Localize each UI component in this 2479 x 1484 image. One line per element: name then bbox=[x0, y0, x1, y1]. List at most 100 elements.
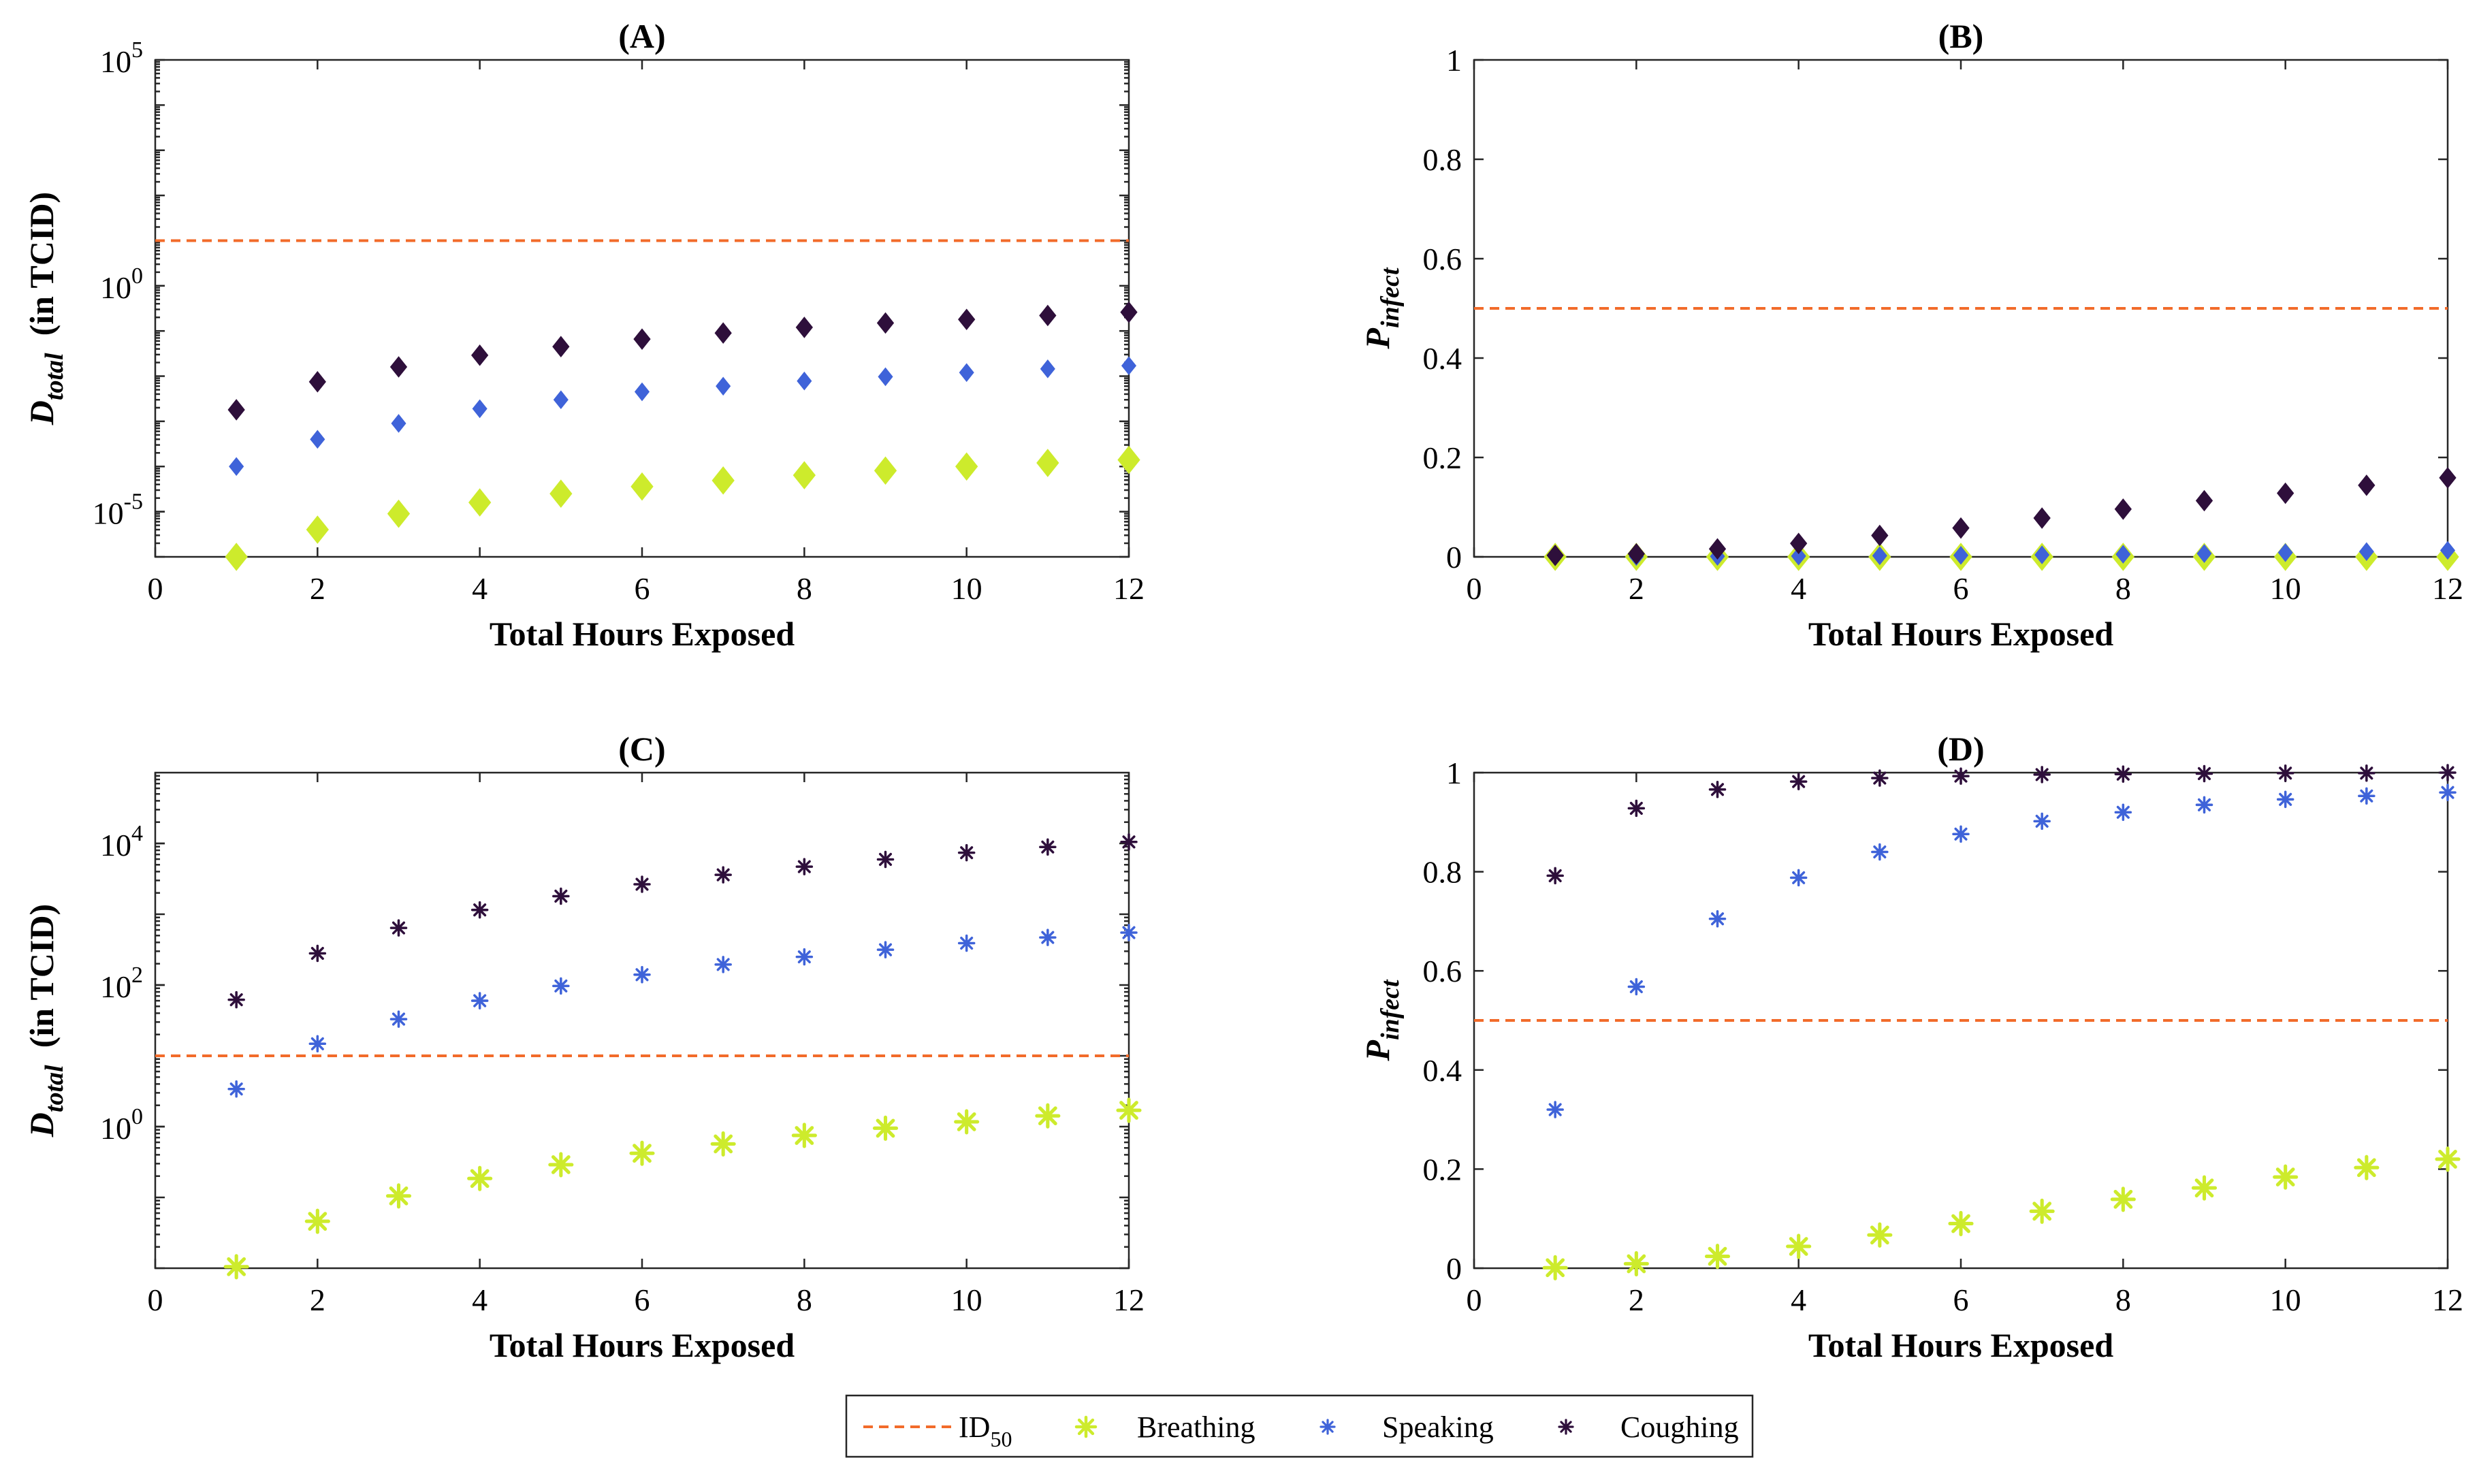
data-point-coughing bbox=[2439, 764, 2457, 781]
x-axis-label: Total Hours Exposed bbox=[490, 615, 795, 653]
series-coughing bbox=[1546, 467, 2457, 566]
series-speaking bbox=[1548, 541, 2456, 566]
legend-item-coughing: Coughing bbox=[1558, 1410, 1739, 1444]
data-point-speaking bbox=[634, 382, 650, 402]
data-point-speaking bbox=[1546, 1101, 1564, 1118]
data-point-breathing bbox=[1116, 1097, 1142, 1123]
legend: ID50 Breathing Speaking Coughing bbox=[845, 1394, 1754, 1458]
x-tick-label: 8 bbox=[2115, 571, 2131, 606]
data-point-coughing bbox=[1039, 304, 1057, 327]
data-point-coughing bbox=[795, 317, 813, 338]
y-tick-label: 0 bbox=[1446, 540, 1462, 575]
data-point-coughing bbox=[1871, 524, 1889, 547]
panel-title: (D) bbox=[1937, 730, 1984, 768]
data-point-speaking bbox=[876, 941, 895, 958]
data-point-speaking bbox=[2115, 545, 2131, 564]
data-point-coughing bbox=[1789, 773, 1808, 790]
data-point-coughing bbox=[2276, 764, 2294, 782]
series-breathing bbox=[1542, 1146, 2461, 1280]
data-point-coughing bbox=[552, 887, 570, 905]
data-point-coughing bbox=[876, 312, 895, 334]
data-point-speaking bbox=[959, 363, 974, 383]
y-tick-label: 102 bbox=[100, 963, 143, 1004]
x-tick-label: 4 bbox=[1791, 1283, 1806, 1317]
panel-b: 0 2 4 6 8 10 12 0 0.2 0.4 0.6 0.8 1 (B) Total Hours Ex… bbox=[1358, 17, 2463, 653]
data-point-coughing bbox=[1952, 767, 1970, 785]
legend-item-speaking: Speaking bbox=[1320, 1410, 1494, 1444]
data-point-breathing bbox=[1786, 1233, 1812, 1259]
data-point-speaking bbox=[1953, 546, 1969, 565]
data-point-coughing bbox=[1952, 517, 1970, 539]
data-point-speaking bbox=[1708, 910, 1727, 928]
y-tick-label: 0.2 bbox=[1423, 440, 1462, 475]
data-point-coughing bbox=[2358, 764, 2376, 782]
y-tick-label: 0.6 bbox=[1423, 242, 1462, 276]
data-point-breathing bbox=[2273, 1164, 2299, 1190]
y-tick-label: 0.4 bbox=[1423, 341, 1462, 376]
x-tick-label: 4 bbox=[472, 1283, 487, 1317]
data-point-speaking bbox=[552, 977, 570, 995]
data-point-coughing bbox=[308, 944, 327, 963]
x-axis-label: Total Hours Exposed bbox=[1808, 615, 2113, 653]
data-point-coughing bbox=[2033, 766, 2051, 784]
legend-item-breathing: Breathing bbox=[1074, 1410, 1256, 1444]
x-tick-label: 2 bbox=[1629, 1283, 1644, 1317]
x-axis-label: Total Hours Exposed bbox=[1808, 1326, 2113, 1364]
x-tick-label: 10 bbox=[951, 1283, 982, 1317]
x-tick-label: 2 bbox=[310, 571, 325, 606]
data-point-coughing bbox=[2358, 474, 2376, 496]
data-point-speaking bbox=[1040, 359, 1055, 378]
legend-label: Coughing bbox=[1620, 1410, 1739, 1444]
data-point-breathing bbox=[1623, 1251, 1649, 1277]
data-point-coughing bbox=[389, 919, 408, 937]
x-tick-label: 6 bbox=[635, 1283, 650, 1317]
x-tick-label: 6 bbox=[635, 571, 650, 606]
data-point-breathing bbox=[1542, 1255, 1568, 1280]
panel-d: 0 2 4 6 8 10 12 0 0.2 0.4 0.6 0.8 1 (D) Total Hours Ex… bbox=[1358, 730, 2463, 1364]
panel-a: 0 2 4 6 8 10 12 10-5 100 105 (A) Total Hours Expose… bbox=[22, 17, 1145, 653]
data-point-speaking bbox=[878, 367, 893, 387]
series-coughing bbox=[1546, 764, 2457, 885]
data-point-breathing bbox=[2354, 1155, 2380, 1180]
y-tick-label: 105 bbox=[100, 37, 143, 79]
data-point-breathing bbox=[955, 452, 978, 481]
data-point-breathing bbox=[793, 461, 816, 489]
y-tick-label: 0 bbox=[1446, 1251, 1462, 1286]
data-point-coughing bbox=[1790, 532, 1808, 555]
data-point-coughing bbox=[795, 858, 814, 875]
x-tick-label: 10 bbox=[951, 571, 982, 606]
data-point-speaking bbox=[714, 956, 732, 973]
x-tick-label: 2 bbox=[310, 1283, 325, 1317]
data-point-breathing bbox=[872, 1115, 899, 1141]
data-point-breathing bbox=[1117, 445, 1140, 474]
data-point-speaking bbox=[553, 390, 569, 410]
y-tick-label: 0.8 bbox=[1423, 855, 1462, 890]
series-breathing bbox=[223, 1097, 1142, 1280]
legend-label: ID50 bbox=[959, 1410, 1012, 1451]
data-point-breathing bbox=[225, 543, 248, 571]
x-tick-label: 4 bbox=[472, 571, 487, 606]
data-point-coughing bbox=[1120, 833, 1138, 851]
legend-item-id50: ID50 bbox=[863, 1410, 1012, 1451]
y-tick-label: 0.4 bbox=[1423, 1053, 1462, 1088]
x-tick-label: 6 bbox=[1953, 571, 1969, 606]
data-point-speaking bbox=[1952, 825, 1970, 843]
y-tick-label: 0.2 bbox=[1423, 1152, 1462, 1187]
data-point-breathing bbox=[467, 1165, 493, 1191]
data-point-speaking bbox=[797, 371, 812, 391]
x-tick-label: 0 bbox=[1467, 1283, 1482, 1317]
x-tick-label: 8 bbox=[2115, 1283, 2131, 1317]
y-axis-label: Pinfect bbox=[1358, 979, 1405, 1062]
data-point-coughing bbox=[1546, 545, 1564, 566]
data-point-breathing bbox=[306, 515, 329, 544]
series-coughing bbox=[227, 301, 1138, 421]
data-point-coughing bbox=[2277, 482, 2294, 504]
legend-marker bbox=[1558, 1419, 1574, 1435]
data-point-coughing bbox=[552, 336, 570, 357]
series-speaking bbox=[1546, 784, 2457, 1118]
data-point-breathing bbox=[387, 499, 411, 528]
data-point-speaking bbox=[1039, 929, 1057, 946]
data-point-speaking bbox=[470, 992, 489, 1010]
data-point-speaking bbox=[472, 399, 487, 419]
data-point-speaking bbox=[1791, 547, 1806, 566]
